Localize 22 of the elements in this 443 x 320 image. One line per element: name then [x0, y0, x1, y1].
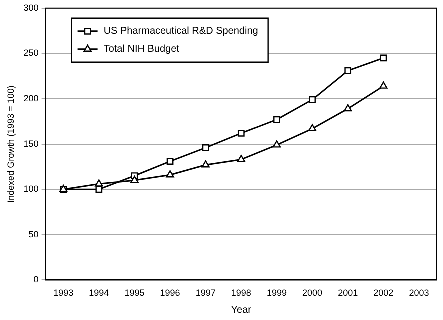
legend-label: Total NIH Budget [104, 44, 180, 56]
y-tick-label: 150 [24, 138, 39, 149]
y-tick-label: 300 [24, 2, 39, 13]
x-tick-label: 2001 [338, 288, 358, 298]
x-tick-label: 2002 [374, 288, 394, 298]
y-tick-label: 0 [34, 274, 39, 285]
y-tick-label: 200 [24, 93, 39, 104]
x-tick-label: 1993 [54, 288, 74, 298]
y-tick-label: 100 [24, 184, 39, 194]
x-tick-label: 2000 [302, 288, 323, 298]
y-axis-title: Indexed Growth (1993 = 100) [6, 86, 16, 203]
y-tick-label: 50 [28, 229, 39, 240]
x-tick-label: 1995 [124, 288, 145, 298]
y-tick-label: 250 [24, 48, 39, 58]
x-tick-label: 1996 [160, 288, 180, 298]
x-tick-label: 1994 [89, 288, 110, 298]
x-axis-title: Year [231, 304, 252, 316]
x-tick-label: 1999 [266, 288, 287, 298]
x-tick-label: 2003 [409, 288, 430, 298]
x-tick-label: 1998 [231, 288, 252, 298]
x-tick-label: 1997 [196, 288, 216, 298]
legend-label: US Pharmaceutical R&D Spending [104, 26, 258, 38]
